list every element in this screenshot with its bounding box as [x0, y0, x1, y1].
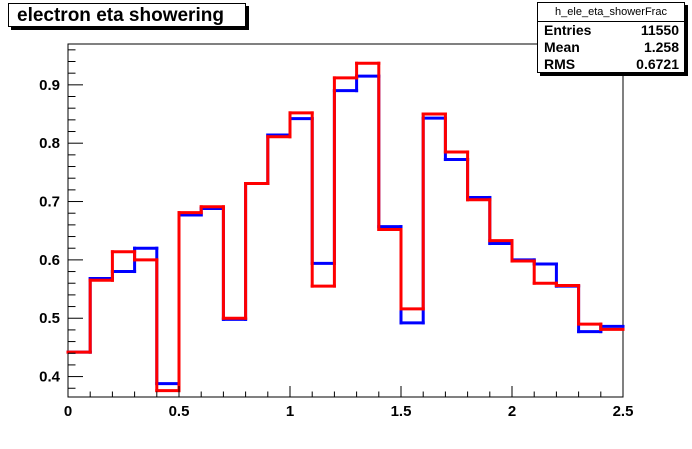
- series-1: [66, 61, 625, 393]
- stats-mean-label: Mean: [544, 39, 580, 55]
- x-tick-label: 1.5: [391, 403, 412, 420]
- stats-histogram-name: h_ele_eta_showerFrac: [538, 3, 684, 22]
- series-layer: [66, 61, 625, 393]
- y-tick-label: 0.9: [39, 77, 60, 94]
- x-tick-label: 2.5: [613, 403, 634, 420]
- stats-row-mean: Mean 1.258: [538, 39, 684, 56]
- chart-title-text: electron eta showering: [17, 5, 224, 26]
- stats-box: h_ele_eta_showerFrac Entries 11550 Mean …: [537, 2, 685, 73]
- stats-entries-value: 11550: [640, 22, 679, 38]
- stats-row-entries: Entries 11550: [538, 22, 684, 39]
- y-tick-label: 0.8: [39, 135, 60, 152]
- y-tick-label: 0.5: [39, 310, 60, 327]
- y-tick-label: 0.7: [39, 194, 60, 211]
- stats-rms-value: 0.6721: [636, 56, 679, 72]
- axes-layer: 0 0.5 1 1.5 2 2.5 0.4 0.5 0.6 0.7 0.8 0.9: [39, 49, 634, 420]
- stats-entries-label: Entries: [544, 22, 592, 38]
- stats-mean-value: 1.258: [643, 39, 679, 55]
- x-tick-label: 2: [508, 403, 516, 420]
- x-tick-label: 0.5: [169, 403, 190, 420]
- x-tick-label: 1: [286, 403, 294, 420]
- x-tick-label: 0: [64, 403, 72, 420]
- plot-frame: [67, 43, 624, 398]
- stats-row-rms: RMS 0.6721: [538, 56, 684, 73]
- y-tick-label: 0.4: [39, 369, 61, 386]
- stats-rms-label: RMS: [544, 56, 576, 72]
- y-tick-label: 0.6: [39, 252, 60, 269]
- chart-title: electron eta showering: [8, 3, 246, 27]
